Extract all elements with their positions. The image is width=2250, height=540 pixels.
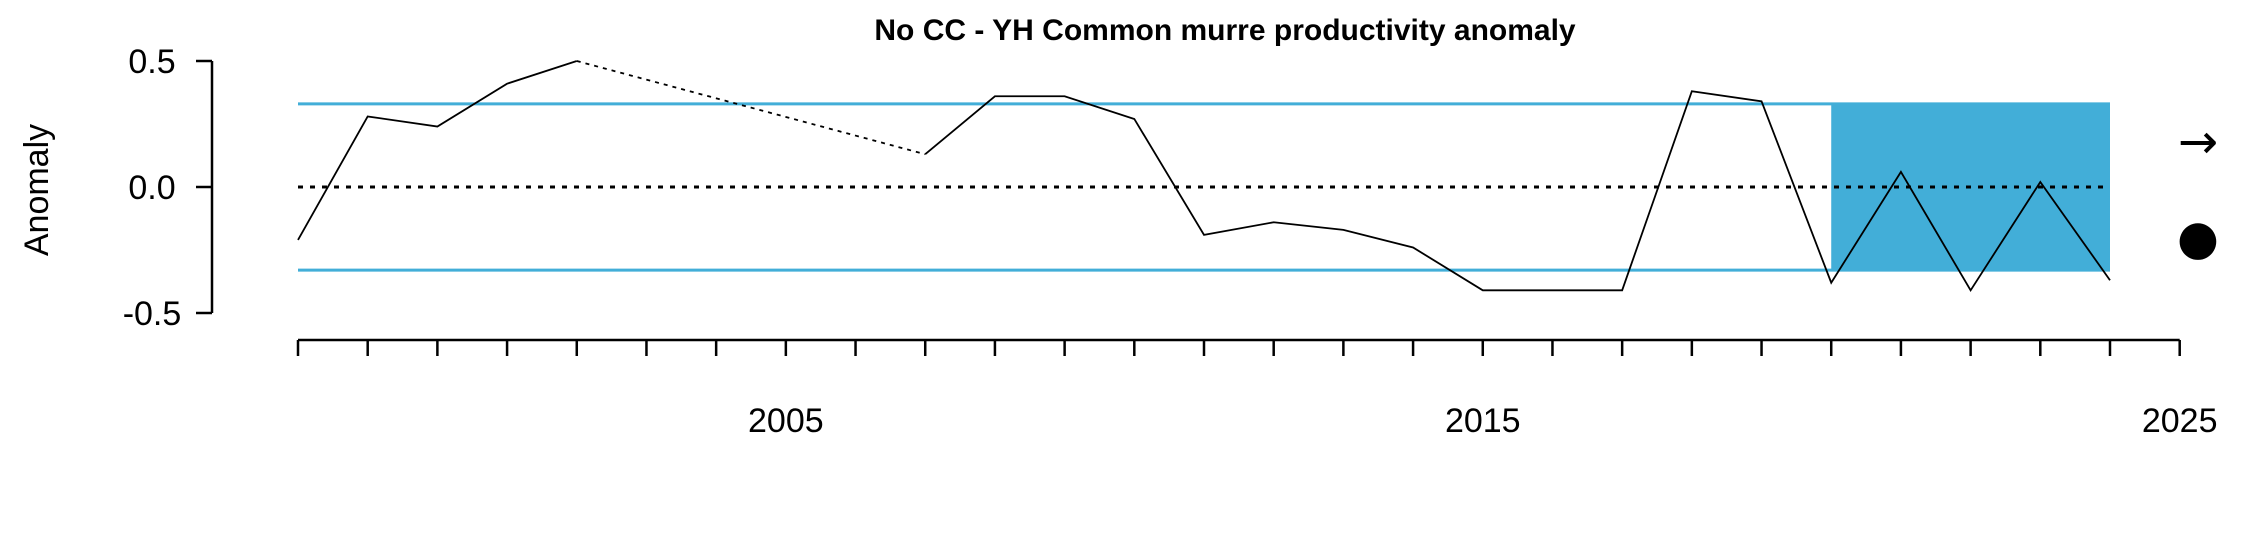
x-tick-label: 2025	[2142, 402, 2218, 440]
y-axis-label: Anomaly	[18, 124, 56, 256]
mean-dot-icon: ●	[2177, 210, 2219, 266]
reference-lines-layer	[298, 102, 2110, 272]
x-tick-label: 2005	[748, 402, 824, 440]
x-tick-label: 2015	[1445, 402, 1521, 440]
y-tick-label: -0.5	[123, 295, 182, 333]
series-line-segment	[924, 90, 2111, 293]
series-line-segment	[297, 60, 578, 241]
chart-title: No CC - YH Common murre productivity ano…	[874, 14, 1576, 47]
y-tick-label: 0.5	[128, 43, 175, 81]
trend-arrow-icon: →	[2178, 114, 2218, 170]
axes-layer: 0.5 0.0 -0.5 2005 2015 2025	[123, 43, 2218, 440]
series-gap-line	[576, 60, 926, 156]
y-tick-label: 0.0	[128, 169, 175, 207]
series-line-layer	[297, 60, 2111, 293]
